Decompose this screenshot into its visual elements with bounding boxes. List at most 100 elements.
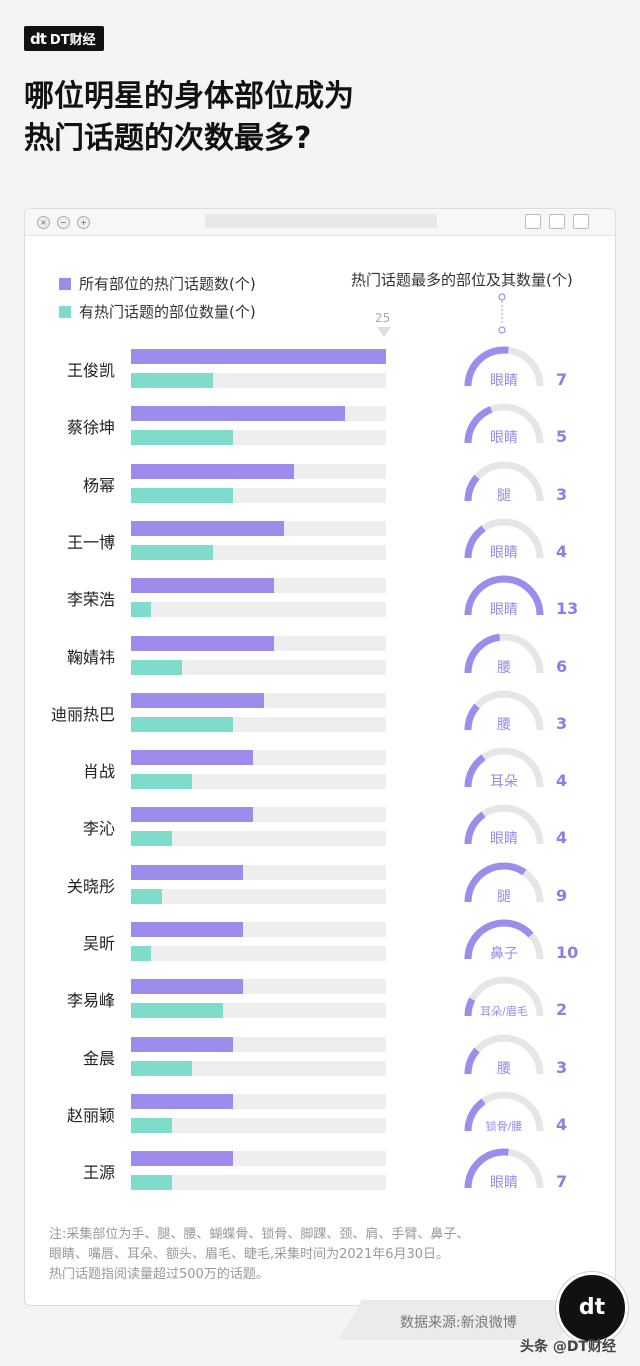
bar-total-topics [131,578,274,594]
chart-row: 李荣浩眼睛 13 [25,575,615,635]
maximize-icon: + [77,216,90,229]
bar-total-topics [131,1036,233,1052]
top-part-count: 13 [556,599,579,619]
category-label: 李易峰 [66,991,115,1011]
category-label: 迪丽热巴 [50,704,115,724]
category-label: 王源 [82,1163,115,1183]
top-part-count: 4 [556,541,568,561]
gauge-fill [464,474,480,501]
category-label: 金晨 [82,1048,115,1068]
bar-part-count [131,716,233,732]
circle-logo: dt [556,1272,628,1344]
top-part-label: 锁骨/腰 [485,1119,523,1133]
category-label: 吴昕 [82,934,115,953]
footnote: 注:采集部位为手、腿、腰、蝴蝶骨、锁骨、脚踝、颈、肩、手臂、鼻子、 眼睛、嘴唇、… [49,1225,569,1285]
top-part-label: 腿 [497,487,511,504]
close-icon: × [37,216,50,229]
category-label: 李沁 [82,819,115,839]
gauge-fill [464,633,501,673]
bar-track [131,1003,386,1019]
legend-swatch-purple [59,277,71,290]
gauge-fill [464,703,480,730]
bar-track [131,922,386,937]
top-part-count: 3 [556,713,568,733]
top-part-count: 6 [556,656,568,676]
gauge-fill [464,862,527,902]
bar-total-topics [131,864,244,880]
top-part-count: 7 [556,1172,568,1192]
bar-total-topics [131,349,386,364]
legend-series-2: 有热门话题的部位数量(个) [59,301,256,322]
bar-track [131,1117,386,1133]
axis-max-marker-icon [377,327,391,337]
gauge-arc [464,747,544,788]
bar-track [131,1036,386,1052]
gauge-fill [464,346,509,387]
bar-total-topics [131,463,295,479]
footer-watermark: 头条 @DT财经 [520,1339,617,1355]
gauge-arc [464,1148,544,1189]
gauge-arc [464,575,544,616]
footnote-line-1: 注:采集部位为手、腿、腰、蝴蝶骨、锁骨、脚踝、颈、肩、手臂、鼻子、 [49,1227,470,1242]
window-titlebar: × − + [25,209,615,236]
chart-row: 关晓彤腿 9 [25,862,615,922]
share-icon [549,214,565,229]
bar-part-count [131,544,213,560]
top-part-label: 眼睛 [490,373,518,389]
top-part-label: 眼睛 [490,831,518,848]
chart-row: 蔡徐坤 眼睛 5 [25,403,615,463]
gauge-arc [464,976,544,1017]
bar-track [131,750,386,766]
gauge-arc [464,1034,544,1074]
category-label: 关晓彤 [66,876,115,896]
bar-track [131,659,386,675]
top-part-label: 眼睛 [490,602,518,619]
bar-part-count [131,774,193,790]
top-part-count: 3 [556,1057,568,1077]
bar-total-topics [131,922,244,937]
gauge-fill [464,919,534,960]
bar-track [131,520,386,536]
top-part-count: 7 [556,370,568,389]
footnote-line-2: 眼睛、嘴唇、耳朵、额头、眉毛、睫毛,采集时间为2021年6月30日。 [49,1247,450,1262]
category-label: 肖战 [82,762,115,782]
bar-part-count [131,373,213,388]
top-part-count: 4 [556,828,568,848]
chart-row: 王一博 眼睛 4 [25,518,615,578]
top-part-count: 4 [556,1114,568,1134]
bar-track [131,1175,386,1191]
gauge-fill [464,811,486,845]
gauge-fill [464,1047,480,1074]
top-part-count: 9 [556,885,568,905]
bar-track [131,888,386,904]
right-column-header: 热门话题最多的部位及其数量(个) [351,271,573,289]
gauge-fill [464,525,486,559]
bar-track [131,349,386,364]
bar-part-count [131,430,233,446]
minimize-icon: − [57,216,70,229]
tabs-icon [573,214,589,229]
top-part-label: 耳朵 [490,774,518,791]
bar-track [131,1060,386,1076]
chart-row: 王源 眼睛 7 [25,1148,615,1208]
chart-row: 李易峰耳朵/眉毛 2 [25,976,615,1036]
footnote-line-3: 热门话题指阅读量超过500万的话题。 [49,1267,269,1282]
top-part-count: 10 [556,943,579,962]
brand-logo-text: DT财经 [49,33,96,48]
bar-track [131,487,386,503]
gauge-fill [464,1148,509,1189]
bar-track [131,807,386,823]
top-part-label: 耳朵/眉毛 [480,1005,528,1019]
gauge-fill [464,997,476,1017]
axis-max-label: 25 [375,311,391,325]
title-line-1: 哪位明星的身体部位成为 [24,79,354,114]
chart-row: 王俊凯 眼睛 7 [25,346,615,406]
top-part-label: 鼻子 [490,946,518,962]
bar-track [131,692,386,708]
chart-row: 肖战 耳朵 4 [25,747,615,807]
category-label: 李荣浩 [66,590,115,610]
bar-track [131,831,386,847]
bar-track [131,979,386,995]
top-part-count: 2 [556,1000,568,1020]
bar-total-topics [131,979,244,995]
